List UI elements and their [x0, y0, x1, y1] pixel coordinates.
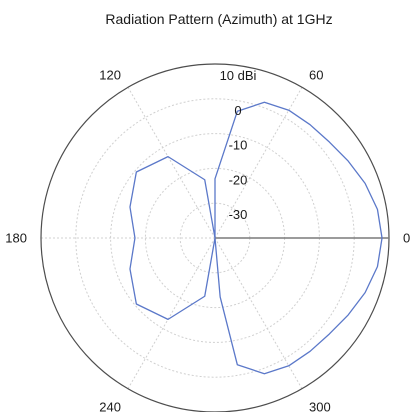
angular-grid-spoke	[214, 87, 303, 239]
angular-tick-label: 0	[403, 231, 410, 246]
angular-tick-label: 300	[309, 399, 331, 412]
angular-tick-label: 60	[309, 68, 323, 83]
chart-title: Radiation Pattern (Azimuth) at 1GHz	[105, 11, 332, 27]
angular-grid-spoke	[214, 237, 303, 389]
label-layer: 0 60 120 180 240 300 10 dBi 0 -10 -20 -30	[5, 68, 410, 412]
polar-grid	[40, 63, 390, 412]
angular-tick-label: 120	[99, 68, 121, 83]
radial-tick-label: 0	[234, 103, 241, 118]
angular-tick-label: 180	[5, 231, 27, 246]
angular-tick-label: 240	[99, 399, 121, 412]
radial-tick-label: -10	[229, 138, 248, 153]
radial-tick-label: -20	[229, 172, 248, 187]
radial-tick-label: 10 dBi	[220, 68, 257, 83]
series-line	[129, 101, 383, 375]
series-layer	[129, 101, 383, 375]
radial-tick-label: -30	[229, 207, 248, 222]
angular-grid-spoke	[127, 87, 216, 239]
angular-grid-spoke	[127, 237, 216, 389]
